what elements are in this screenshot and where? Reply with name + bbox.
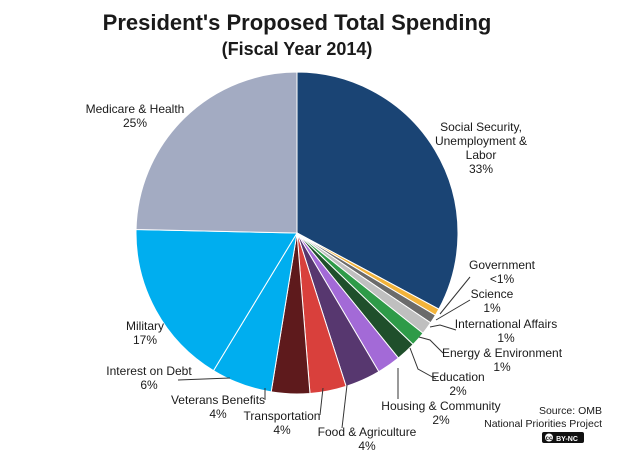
leader-lines [177,276,471,429]
slice-label-government: Government <1% [469,258,536,286]
license-text: BY-NC [556,436,578,443]
slice-labels: Social Security, Unemployment & Labor 33% Go… [86,102,563,453]
chart-subtitle: (Fiscal Year 2014) [222,39,373,59]
cc-license-badge: cc BY-NC [542,432,584,443]
leader-line-education [409,347,437,380]
slice-label-transportation: Transportation 4% [244,409,321,437]
slice-label-military: Military 17% [126,319,164,347]
source-line-1: Source: OMB [539,405,602,417]
leader-line-interest-on-debt [177,377,231,381]
cc-icon: cc [546,436,553,442]
pie-slice-social-security-unemployment-and-labor [296,71,459,310]
slice-label-housing-and-community: Housing & Community 2% [381,399,500,427]
slice-label-food-and-agriculture: Food & Agriculture 4% [318,425,417,453]
slice-label-energy-and-environment: Energy & Environment 1% [442,346,563,374]
slice-label-education: Education 2% [431,370,484,398]
pie-slice-military [135,228,298,372]
leader-line-science [435,299,471,321]
leader-line-international-affairs [429,324,457,331]
slice-label-science: Science 1% [471,287,514,315]
slice-label-veterans-benefits: Veterans Benefits 4% [171,393,265,421]
slice-label-medicare-and-health: Medicare & Health 25% [86,102,185,130]
leader-line-food-and-agriculture [341,384,348,429]
slice-label-social-security-unemployment-and-labor: Social Security, Unemployment & Labor 33% [435,120,527,176]
slice-label-interest-on-debt: Interest on Debt 6% [106,364,192,392]
pie-slice-medicare-and-health [135,71,298,234]
leader-line-government [439,276,471,315]
source-line-2: National Priorities Project [484,418,602,430]
leader-line-energy-and-environment [418,336,444,354]
chart-title: President's Proposed Total Spending [103,10,492,35]
slice-label-international-affairs: International Affairs 1% [455,317,558,345]
pie-slices [135,71,459,395]
leader-line-transportation [319,387,324,416]
